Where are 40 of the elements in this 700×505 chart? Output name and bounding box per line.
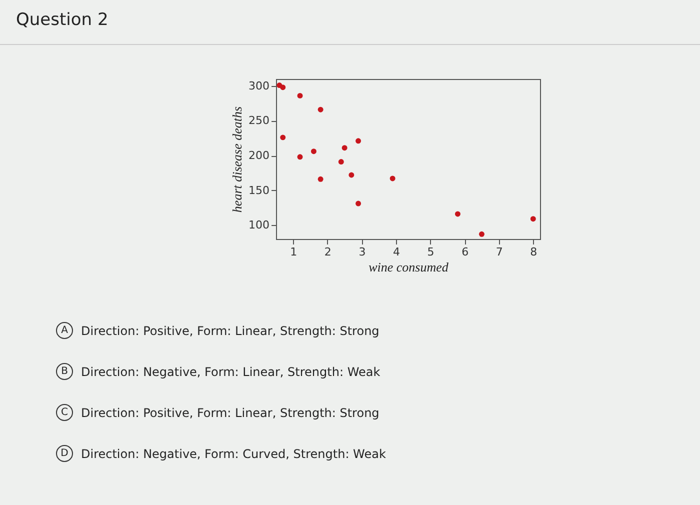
point xyxy=(530,216,536,222)
point xyxy=(297,154,303,160)
text: Direction: Negative, Form: Curved, Strength: Weak xyxy=(81,446,386,460)
y-tick-label: 200 xyxy=(248,149,270,162)
point xyxy=(297,92,303,98)
text: Direction: Positive, Form: Linear, Strength: Strong xyxy=(81,324,380,338)
y-tick-label: 150 xyxy=(248,184,270,197)
x-tick-label: 4 xyxy=(393,246,400,258)
text: B xyxy=(56,363,73,380)
point xyxy=(356,138,362,144)
text: A xyxy=(56,322,73,339)
y-tick-label: 100 xyxy=(248,218,270,232)
y-axis-title: heart disease deaths xyxy=(230,106,245,213)
text: Direction: Positive, Form: Linear, Strength: Strong xyxy=(81,406,380,420)
text: C xyxy=(56,404,73,421)
x-axis-title: wine consumed xyxy=(368,260,449,274)
x-tick-label: 3 xyxy=(358,246,366,258)
point xyxy=(348,172,354,178)
point xyxy=(338,159,344,165)
y-tick-label: 300 xyxy=(248,79,270,92)
x-tick-label: 7 xyxy=(496,246,503,258)
point xyxy=(280,134,286,140)
point xyxy=(318,106,324,112)
x-tick-label: 5 xyxy=(427,246,434,258)
text: Question 2 xyxy=(16,10,108,30)
point xyxy=(356,200,362,206)
x-tick-label: 2 xyxy=(324,246,332,258)
text: Direction: Negative, Form: Linear, Strength: Weak xyxy=(81,364,380,378)
point xyxy=(454,211,460,217)
x-tick-label: 8 xyxy=(530,246,538,258)
y-tick-label: 250 xyxy=(248,114,270,128)
point xyxy=(342,145,348,151)
point xyxy=(478,231,484,237)
point xyxy=(390,176,396,182)
x-tick-label: 6 xyxy=(462,246,469,258)
point xyxy=(310,148,316,154)
point xyxy=(318,176,324,182)
point xyxy=(280,84,286,90)
text: D xyxy=(56,445,73,462)
x-tick-label: 1 xyxy=(290,246,298,258)
